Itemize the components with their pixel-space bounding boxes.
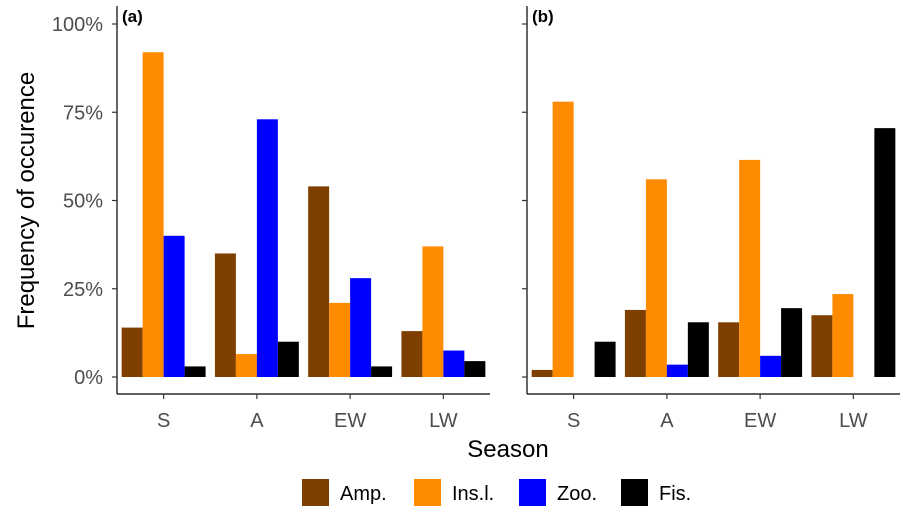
bar [401, 331, 423, 377]
legend-swatch [621, 479, 648, 506]
legend-swatch [414, 479, 441, 506]
x-tick-label: A [250, 410, 264, 432]
bar [832, 294, 854, 377]
bar [624, 309, 646, 377]
bar [464, 361, 486, 377]
legend-label: Ins.l. [452, 483, 494, 505]
bar [308, 186, 330, 377]
bar [121, 327, 143, 377]
bar [874, 128, 896, 377]
bar [214, 253, 236, 377]
bar [422, 246, 444, 377]
x-axis-title: Season [467, 436, 548, 463]
bar [687, 322, 709, 377]
legend-label: Amp. [340, 483, 387, 505]
bar [760, 355, 782, 377]
x-tick-label: LW [429, 410, 458, 432]
y-tick-label: 25% [63, 279, 103, 301]
bar [739, 159, 761, 377]
y-tick-label: 75% [63, 102, 103, 124]
bar [277, 341, 299, 377]
bar [781, 308, 803, 377]
bar [142, 52, 164, 378]
x-tick-label: EW [744, 410, 776, 432]
bar [443, 350, 465, 377]
bar [531, 369, 553, 377]
bar [235, 354, 257, 377]
y-tick-label: 50% [63, 191, 103, 213]
bar [718, 322, 740, 377]
panel-tag: (a) [122, 7, 143, 26]
panel-tag: (b) [532, 7, 554, 26]
bar [371, 366, 393, 377]
legend-swatch [302, 479, 329, 506]
y-tick-label: 100% [52, 14, 103, 36]
bar [552, 101, 574, 377]
y-axis-title: Frequency of occurence [13, 72, 40, 329]
bar [184, 366, 206, 377]
bar [666, 364, 688, 377]
x-tick-label: S [567, 410, 580, 432]
x-tick-label: LW [839, 410, 868, 432]
legend-label: Zoo. [557, 483, 597, 505]
bar [163, 235, 185, 377]
bar [594, 341, 616, 377]
bar [645, 179, 667, 377]
y-tick-label: 0% [74, 367, 103, 389]
bar [350, 278, 372, 377]
legend-swatch [519, 479, 546, 506]
legend-label: Fis. [659, 483, 691, 505]
x-tick-label: A [660, 410, 674, 432]
x-tick-label: S [157, 410, 170, 432]
bar [811, 315, 833, 377]
x-tick-label: EW [334, 410, 366, 432]
bar [329, 302, 351, 377]
bar [256, 119, 278, 377]
